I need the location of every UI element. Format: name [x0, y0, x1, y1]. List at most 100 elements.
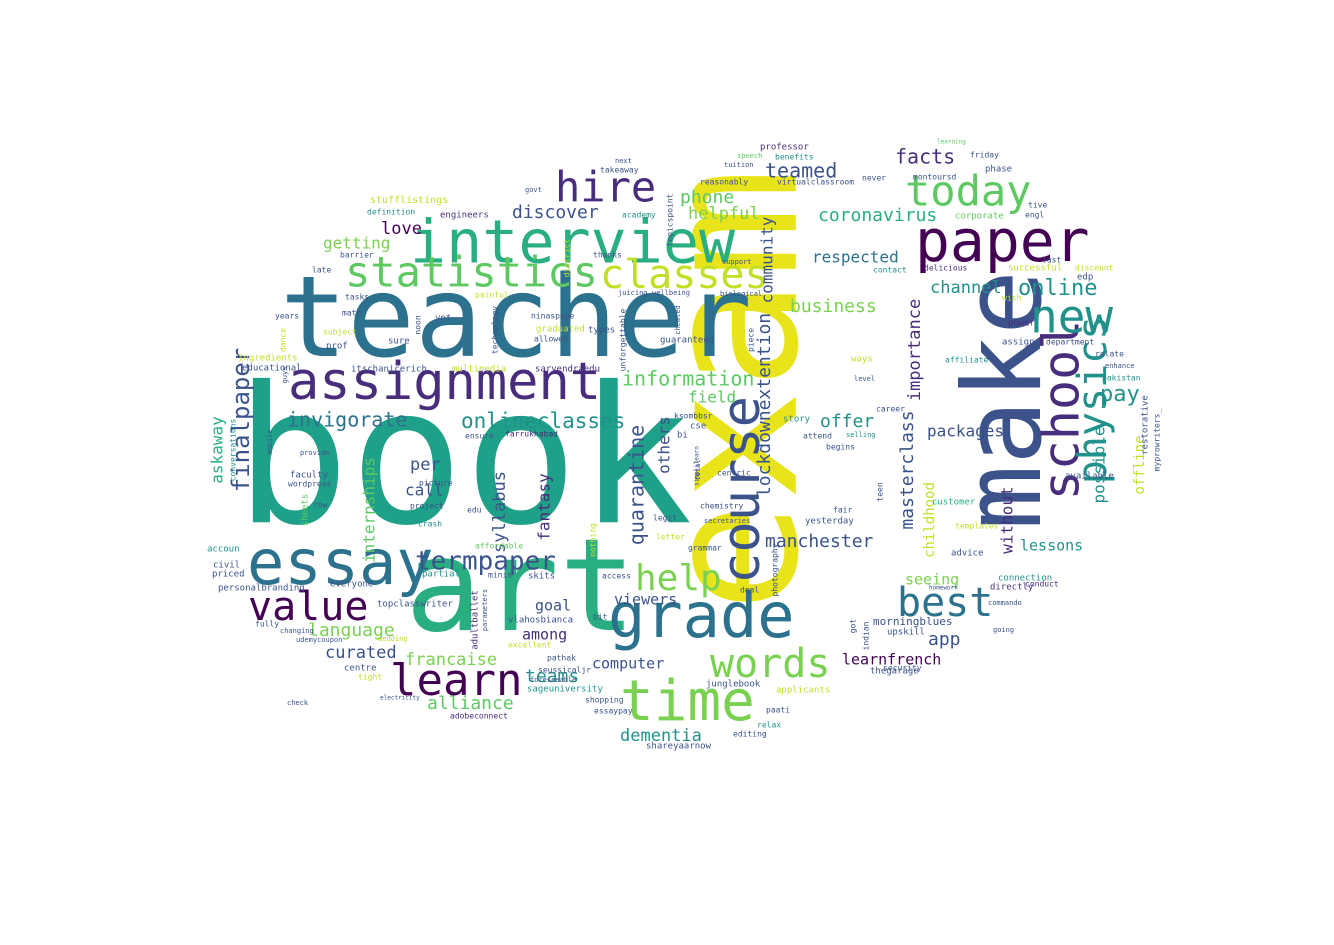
word-seussicaljr: seussicaljr [538, 666, 591, 675]
word-among: among [522, 626, 567, 644]
word-engl: engl [1025, 211, 1044, 220]
word-myprowriters: myprowriters_ [1153, 409, 1162, 472]
word-benefits: benefits [775, 153, 814, 162]
word-itschanicerich: itschanicerich [351, 365, 427, 375]
word-speech: speech [737, 152, 762, 160]
word-support: support [722, 258, 752, 266]
word-tive: tive [1028, 201, 1047, 210]
word-shopping: shopping [585, 696, 624, 705]
word-today: today [905, 167, 1031, 216]
word-applicants: applicants [776, 686, 830, 696]
word-district: district [563, 239, 572, 278]
word-new: new [1030, 290, 1113, 344]
word-bit: bit [593, 613, 608, 622]
word-letter: letter [656, 533, 685, 542]
word-helpful: helpful [688, 204, 760, 224]
word-attend: attend [803, 432, 832, 441]
word-tight: tight [358, 673, 382, 682]
word-relate: relate [1095, 350, 1124, 359]
word-access: access [602, 572, 631, 581]
word-importance: importance [905, 299, 925, 401]
word-paper: paper [915, 207, 1090, 275]
word-masterclass: masterclass [897, 410, 918, 529]
word-thegarage: thegarage [870, 667, 919, 677]
word-fully: fully [255, 620, 279, 629]
word-crash: crash [418, 520, 442, 529]
word-field: field [688, 388, 736, 407]
word-teen: teen [876, 482, 885, 501]
word-help: help [635, 558, 722, 599]
word-personalbranding: personalbranding [218, 584, 305, 594]
word-successful: successful [1008, 264, 1062, 274]
word-discount: discount [1075, 264, 1114, 273]
word-cse: cse [690, 422, 706, 432]
word-paati: paati [766, 706, 790, 715]
word-yesterday: yesterday [805, 517, 854, 527]
word-prof: prof [326, 342, 348, 352]
word-multimedia: multimedia [452, 365, 506, 375]
word-grade: grade [608, 579, 795, 652]
word-going: going [993, 626, 1014, 634]
word-got: got [849, 619, 858, 634]
word-thanks: thanks [593, 251, 622, 260]
word-years: years [275, 312, 299, 321]
word-connection: connection [998, 574, 1052, 584]
word-conversations: conversations [229, 419, 238, 482]
word-viewers: viewers [614, 591, 677, 609]
word-mobile: mobile [266, 429, 274, 454]
word-legit: legit [653, 514, 677, 523]
word-sure: sure [388, 337, 410, 347]
word-wish: wish [1002, 294, 1021, 303]
word-sarvendraedu: sarvendraedu [535, 365, 600, 375]
word-classes: classes [600, 252, 769, 298]
word-piece: piece [747, 328, 756, 352]
word-biological: biological [720, 290, 762, 298]
word-bi: bi [677, 431, 688, 441]
word-ingredients: ingredients [238, 354, 298, 364]
word-virtualclassroom: virtualclassroom [777, 178, 854, 187]
word-homework: homework [929, 585, 958, 592]
word-farrukhabad: farrukhabad [505, 430, 558, 439]
word-level: level [854, 375, 875, 383]
word-without: without [998, 486, 1017, 553]
word-per: per [410, 455, 441, 475]
word-topicspoint: topicspoint [666, 193, 675, 246]
word-photography: photography [771, 543, 780, 596]
word-finalpaper: finalpaper [227, 348, 255, 493]
word-everyone: everyone [330, 580, 373, 590]
word-app: app [928, 629, 961, 650]
word-ways: ways [851, 355, 873, 365]
word-fantasy: fantasy [535, 473, 554, 541]
word-others: others [655, 416, 674, 474]
word-juicing: juicing [618, 289, 648, 297]
word-adultballet: adultballet [471, 590, 481, 650]
word-syllabus: syllabus [490, 471, 510, 553]
word-department: department [1046, 338, 1094, 347]
word-advice: advice [951, 549, 984, 559]
word-make: make [941, 270, 1066, 530]
word-teams: teams [525, 666, 579, 687]
word-francaise: francaise [405, 650, 497, 670]
word-guaranteed: guaranteed [660, 336, 714, 346]
word-security: security [883, 664, 922, 673]
word-govt: govt [525, 186, 542, 194]
word-directly: directly [990, 583, 1034, 593]
word-centric: centric [717, 469, 751, 478]
word-wordpress: wordpress [288, 480, 332, 489]
word-academy: academy [622, 211, 656, 220]
word-conduct: conduct [1025, 580, 1059, 589]
word-value: value [248, 584, 368, 630]
word-junglebook: junglebook [706, 680, 761, 690]
word-relax: relax [757, 721, 781, 730]
word-computer: computer [592, 655, 664, 673]
word-exam: exam [624, 167, 840, 613]
word-lessons: lessons [1020, 537, 1083, 555]
word-alliance: alliance [427, 693, 514, 714]
word-possible: possible [1090, 426, 1109, 503]
word-late: late [312, 266, 331, 275]
word-total: total [694, 459, 702, 480]
word-phone: phone [680, 187, 734, 208]
word-physics: physics [1070, 316, 1116, 485]
word-lockdownextention: lockdownextention [754, 313, 775, 497]
